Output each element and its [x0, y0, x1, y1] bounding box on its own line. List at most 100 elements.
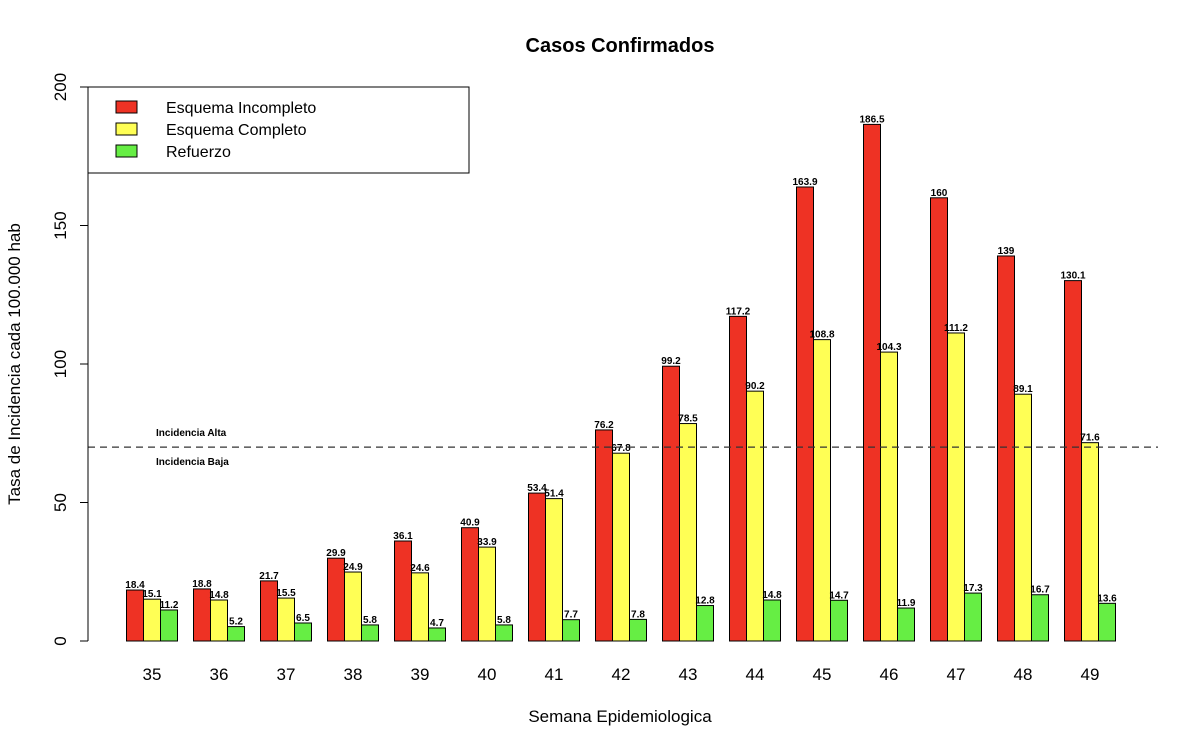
bar-refuerzo-36 [227, 626, 245, 642]
x-tick-label-46: 46 [880, 665, 899, 684]
bar-esquema-incompleto-45 [796, 186, 814, 642]
reference-label-above: Incidencia Alta [156, 428, 227, 439]
data-label-esquema-incompleto-46: 186.5 [859, 114, 884, 125]
bar-refuerzo-43 [696, 605, 714, 642]
bar-refuerzo-49 [1098, 602, 1116, 642]
data-label-esquema-completo-41: 51.4 [544, 489, 564, 500]
data-label-refuerzo-48: 16.7 [1030, 585, 1050, 596]
data-label-esquema-completo-36: 14.8 [209, 590, 229, 601]
legend-swatch-esquema-incompleto [115, 100, 138, 114]
y-tick-label-0: 0 [51, 636, 70, 645]
bar-refuerzo-45 [830, 599, 848, 642]
data-label-esquema-completo-39: 24.6 [410, 563, 430, 574]
data-label-esquema-incompleto-49: 130.1 [1060, 271, 1085, 282]
data-label-esquema-completo-45: 108.8 [809, 330, 834, 341]
data-label-refuerzo-49: 13.6 [1097, 593, 1117, 604]
bar-refuerzo-47 [964, 592, 982, 642]
legend-box [87, 86, 470, 174]
data-label-esquema-completo-44: 90.2 [745, 381, 765, 392]
x-axis-tick-labels: 35 36 37 38 39 40 41 42 43 44 45 46 47 48 49 [143, 665, 1100, 684]
y-axis: 0 50 100 150 200 [51, 73, 89, 646]
data-label-esquema-completo-35: 15.1 [142, 589, 162, 600]
bar-esquema-completo-43 [679, 423, 697, 642]
bar-esquema-completo-41 [545, 498, 563, 642]
bar-esquema-incompleto-39 [394, 540, 412, 642]
bar-esquema-completo-45 [813, 339, 831, 642]
data-label-esquema-completo-42: 67.8 [611, 443, 631, 454]
legend-swatch-esquema-completo [115, 122, 138, 136]
legend-swatch-refuerzo [115, 144, 138, 158]
bar-esquema-completo-40 [478, 546, 496, 642]
data-label-esquema-incompleto-43: 99.2 [661, 356, 681, 367]
bar-refuerzo-37 [294, 622, 312, 642]
y-tick-label-100: 100 [51, 350, 70, 378]
data-label-esquema-completo-49: 71.6 [1080, 433, 1100, 444]
bar-esquema-incompleto-38 [327, 557, 345, 642]
data-label-esquema-completo-47: 111.2 [944, 323, 968, 334]
data-label-esquema-completo-43: 78.5 [678, 414, 698, 425]
data-label-esquema-completo-38: 24.9 [343, 562, 363, 573]
data-label-esquema-incompleto-40: 40.9 [460, 518, 480, 529]
data-label-refuerzo-39: 4.7 [430, 618, 444, 629]
reference-label-below: Incidencia Baja [156, 457, 229, 468]
x-axis-title: Semana Epidemiologica [528, 707, 712, 726]
x-tick-label-41: 41 [545, 665, 564, 684]
data-label-refuerzo-37: 6.5 [296, 613, 310, 624]
data-label-esquema-incompleto-42: 76.2 [594, 420, 614, 431]
bar-refuerzo-46 [897, 607, 915, 642]
bar-esquema-incompleto-49 [1064, 280, 1082, 642]
bar-esquema-incompleto-42 [595, 429, 613, 642]
bar-esquema-incompleto-36 [193, 588, 211, 642]
legend-items: Esquema Incompleto Esquema Completo Refuer… [115, 100, 316, 161]
bar-esquema-completo-39 [411, 572, 429, 642]
y-tick-label-150: 150 [51, 211, 70, 239]
data-label-esquema-incompleto-36: 18.8 [192, 579, 212, 590]
x-tick-label-43: 43 [679, 665, 698, 684]
bar-refuerzo-40 [495, 624, 513, 642]
x-tick-label-44: 44 [746, 665, 765, 684]
data-label-esquema-incompleto-41: 53.4 [527, 483, 547, 494]
bar-refuerzo-38 [361, 624, 379, 642]
bar-esquema-completo-42 [612, 452, 630, 642]
data-label-refuerzo-41: 7.7 [564, 610, 578, 621]
bar-esquema-completo-37 [277, 597, 295, 642]
x-tick-label-47: 47 [947, 665, 966, 684]
data-label-esquema-incompleto-38: 29.9 [326, 548, 346, 559]
bar-esquema-completo-38 [344, 571, 362, 642]
bar-esquema-incompleto-43 [662, 365, 680, 642]
legend-label-refuerzo: Refuerzo [166, 144, 231, 161]
data-labels-layer: 18.415.111.218.814.85.221.715.56.529.924… [125, 114, 1117, 629]
bar-refuerzo-41 [562, 619, 580, 642]
data-label-esquema-incompleto-35: 18.4 [125, 580, 145, 591]
bar-esquema-completo-47 [947, 332, 965, 642]
y-axis-title: Tasa de Incidencia cada 100.000 hab [5, 223, 24, 505]
bar-refuerzo-44 [763, 599, 781, 642]
x-tick-label-36: 36 [210, 665, 229, 684]
bar-refuerzo-48 [1031, 594, 1049, 642]
bar-esquema-incompleto-44 [729, 315, 747, 642]
data-label-refuerzo-44: 14.8 [762, 590, 782, 601]
y-tick-label-50: 50 [51, 493, 70, 512]
bar-esquema-completo-44 [746, 390, 764, 642]
bar-esquema-incompleto-48 [997, 255, 1015, 642]
x-tick-label-38: 38 [344, 665, 363, 684]
data-label-esquema-incompleto-48: 139 [998, 246, 1015, 257]
data-label-refuerzo-45: 14.7 [829, 590, 849, 601]
bar-esquema-completo-49 [1081, 442, 1099, 642]
data-label-refuerzo-46: 11.9 [897, 598, 916, 609]
data-label-esquema-incompleto-44: 117.2 [726, 306, 751, 317]
x-tick-label-48: 48 [1014, 665, 1033, 684]
data-label-esquema-completo-37: 15.5 [276, 588, 296, 599]
bar-esquema-completo-46 [880, 351, 898, 642]
x-tick-label-42: 42 [612, 665, 631, 684]
data-label-refuerzo-42: 7.8 [631, 609, 645, 620]
x-tick-label-40: 40 [478, 665, 497, 684]
bar-esquema-completo-48 [1014, 393, 1032, 642]
data-label-esquema-completo-48: 89.1 [1013, 384, 1033, 395]
bar-esquema-incompleto-46 [863, 123, 881, 642]
data-label-esquema-completo-40: 33.9 [477, 537, 497, 548]
data-label-refuerzo-36: 5.2 [229, 617, 243, 628]
x-tick-label-37: 37 [277, 665, 296, 684]
